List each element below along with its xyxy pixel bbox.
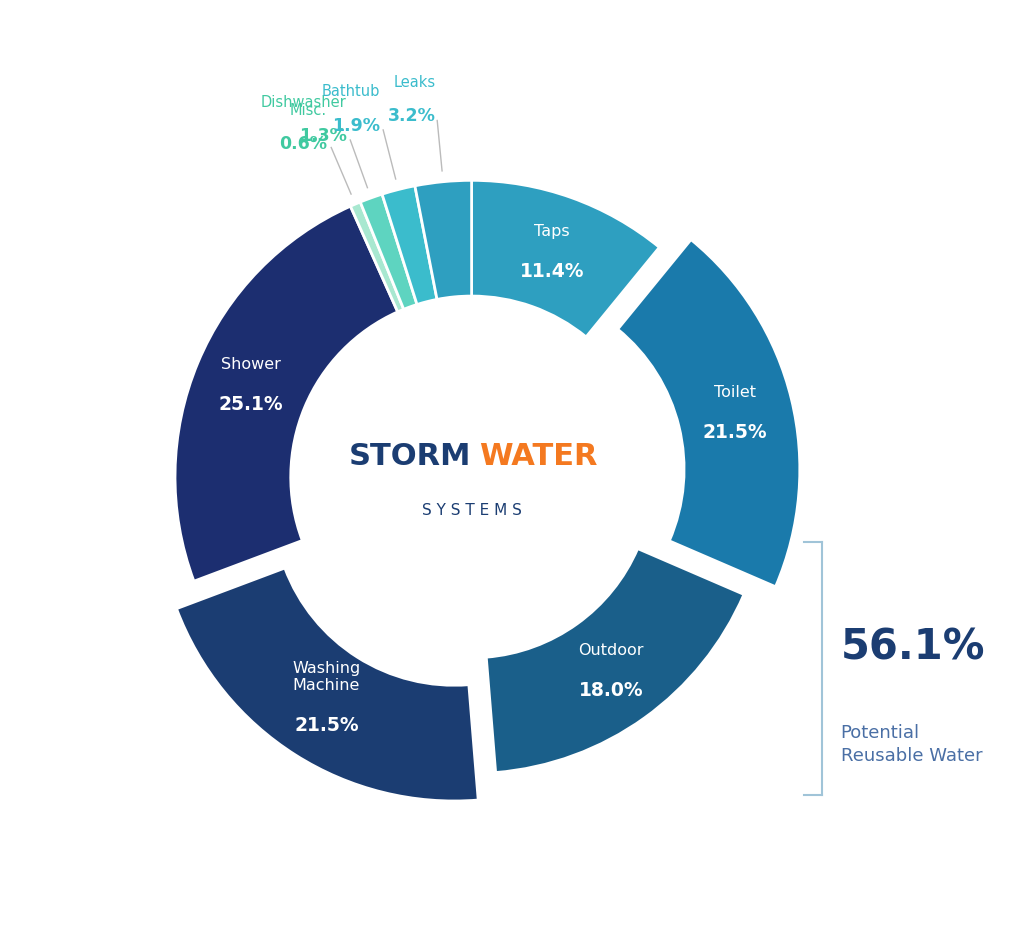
Text: 0.6%: 0.6% [279, 135, 327, 153]
Text: Leaks: Leaks [394, 75, 436, 90]
Text: Outdoor: Outdoor [578, 643, 643, 657]
Wedge shape [415, 181, 472, 300]
Text: Misc.: Misc. [290, 103, 327, 117]
Wedge shape [360, 195, 417, 310]
Text: 21.5%: 21.5% [702, 422, 767, 441]
Text: 3.2%: 3.2% [388, 107, 436, 125]
Wedge shape [350, 203, 403, 312]
Wedge shape [382, 187, 437, 305]
Text: WATER: WATER [479, 441, 597, 470]
Wedge shape [472, 181, 659, 338]
Wedge shape [617, 241, 800, 587]
Wedge shape [176, 568, 478, 801]
Text: Potential
Reusable Water: Potential Reusable Water [841, 723, 982, 765]
Text: 11.4%: 11.4% [519, 261, 584, 280]
Text: 25.1%: 25.1% [219, 395, 284, 413]
Text: 56.1%: 56.1% [841, 626, 985, 668]
Text: 1.9%: 1.9% [333, 117, 381, 135]
Text: Dishwasher: Dishwasher [261, 94, 346, 110]
Wedge shape [486, 549, 743, 773]
Text: 1.3%: 1.3% [299, 127, 346, 145]
Text: S Y S T E M S: S Y S T E M S [422, 502, 521, 517]
Text: Washing
Machine: Washing Machine [292, 660, 360, 693]
Text: STORM: STORM [349, 441, 472, 470]
Text: 18.0%: 18.0% [579, 681, 643, 700]
Text: Taps: Taps [534, 224, 569, 239]
Text: 21.5%: 21.5% [294, 716, 358, 734]
Wedge shape [175, 207, 397, 582]
Text: Toilet: Toilet [714, 384, 756, 399]
Text: Shower: Shower [221, 357, 282, 372]
Text: Bathtub: Bathtub [323, 84, 381, 99]
